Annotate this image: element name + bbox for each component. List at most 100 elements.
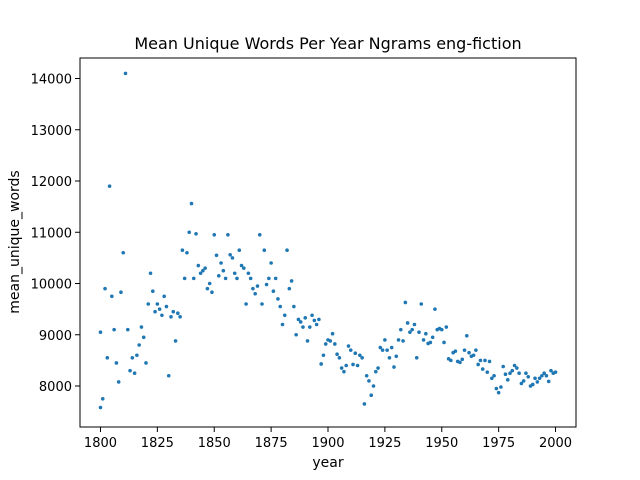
data-point-10 [119,290,123,295]
x-tick-label-1850: 1850 [198,436,231,451]
data-point-114 [355,363,360,368]
data-point-1 [98,405,103,410]
data-point-36 [178,315,182,319]
data-point-123 [376,366,380,370]
data-point-134 [401,339,405,343]
data-point-192 [533,376,537,381]
data-point-20 [141,335,146,340]
data-point-50 [210,290,214,295]
data-point-3 [103,286,107,291]
data-point-60 [232,271,237,276]
data-point-17 [135,353,139,358]
data-point-47 [203,266,207,270]
data-point-174 [492,373,496,378]
data-point-198 [546,379,551,384]
data-point-140 [414,356,419,360]
data-point-39 [185,250,189,255]
data-point-61 [235,276,239,281]
data-point-21 [144,361,148,365]
data-point-75 [267,276,271,281]
data-point-58 [228,253,232,257]
data-point-77 [271,289,276,293]
data-point-126 [383,338,387,342]
data-point-186 [519,381,524,386]
data-point-178 [501,364,505,369]
x-tick-label-1875: 1875 [255,436,288,451]
x-tick-label-1975: 1975 [482,436,515,451]
data-point-16 [132,371,137,375]
x-tick-label-1925: 1925 [368,436,401,451]
data-point-95 [312,318,317,323]
x-axis-label: year [312,455,343,471]
data-point-43 [194,231,198,236]
data-point-189 [526,374,531,379]
x-axis-ticks: 1800 1825 1850 1875 1900 1925 1950 1975 2000 [84,427,572,451]
data-point-183 [512,363,517,368]
data-point-119 [367,379,371,383]
data-point-132 [396,338,401,342]
data-point-128 [387,356,392,360]
data-point-106 [337,356,342,360]
y-tick-label-8000: 8000 [39,380,72,395]
data-points [98,71,558,410]
data-point-171 [485,370,490,374]
data-point-68 [251,286,255,291]
data-point-109 [344,363,349,368]
data-point-146 [428,340,433,345]
x-tick-label-1800: 1800 [84,436,117,451]
data-point-191 [530,382,535,387]
data-point-6 [110,294,114,299]
data-point-87 [294,332,298,337]
data-point-79 [276,297,280,301]
data-point-32 [169,315,173,319]
data-point-153 [444,325,449,329]
data-point-57 [226,233,230,237]
data-point-52 [214,253,219,258]
data-point-2 [100,397,105,401]
data-point-83 [285,248,289,252]
data-point-152 [442,340,446,345]
data-point-103 [330,331,335,336]
data-point-137 [408,330,412,334]
data-point-22 [146,302,151,306]
data-point-7 [112,327,116,332]
data-point-74 [264,282,269,287]
data-point-159 [458,360,462,365]
data-point-51 [212,233,217,237]
data-point-104 [333,342,337,346]
data-point-102 [328,339,333,343]
data-point-160 [460,357,465,362]
data-point-92 [305,339,310,343]
data-point-176 [496,390,501,395]
data-point-71 [257,233,262,237]
data-point-13 [125,327,130,332]
y-tick-label-11000: 11000 [31,226,72,241]
data-point-18 [137,343,141,347]
data-point-197 [544,373,549,378]
data-point-125 [380,348,385,352]
data-point-135 [403,300,408,305]
data-point-195 [540,373,544,378]
data-point-165 [471,353,476,358]
data-point-167 [476,362,480,367]
data-point-28 [160,313,164,318]
data-point-90 [301,325,305,329]
data-point-0 [98,330,103,334]
data-point-172 [487,359,492,364]
data-point-81 [280,322,285,327]
data-point-201 [553,370,558,374]
data-point-9 [116,380,121,384]
data-point-88 [296,317,301,322]
data-point-180 [505,378,510,382]
data-point-93 [308,325,312,329]
data-point-72 [260,302,264,306]
data-point-170 [483,358,487,363]
data-point-113 [353,351,358,356]
data-point-49 [207,281,212,286]
data-point-97 [317,317,321,322]
data-point-40 [187,230,192,235]
data-point-184 [515,366,519,370]
data-point-4 [105,356,110,360]
data-point-38 [182,276,187,281]
data-point-46 [201,268,205,273]
